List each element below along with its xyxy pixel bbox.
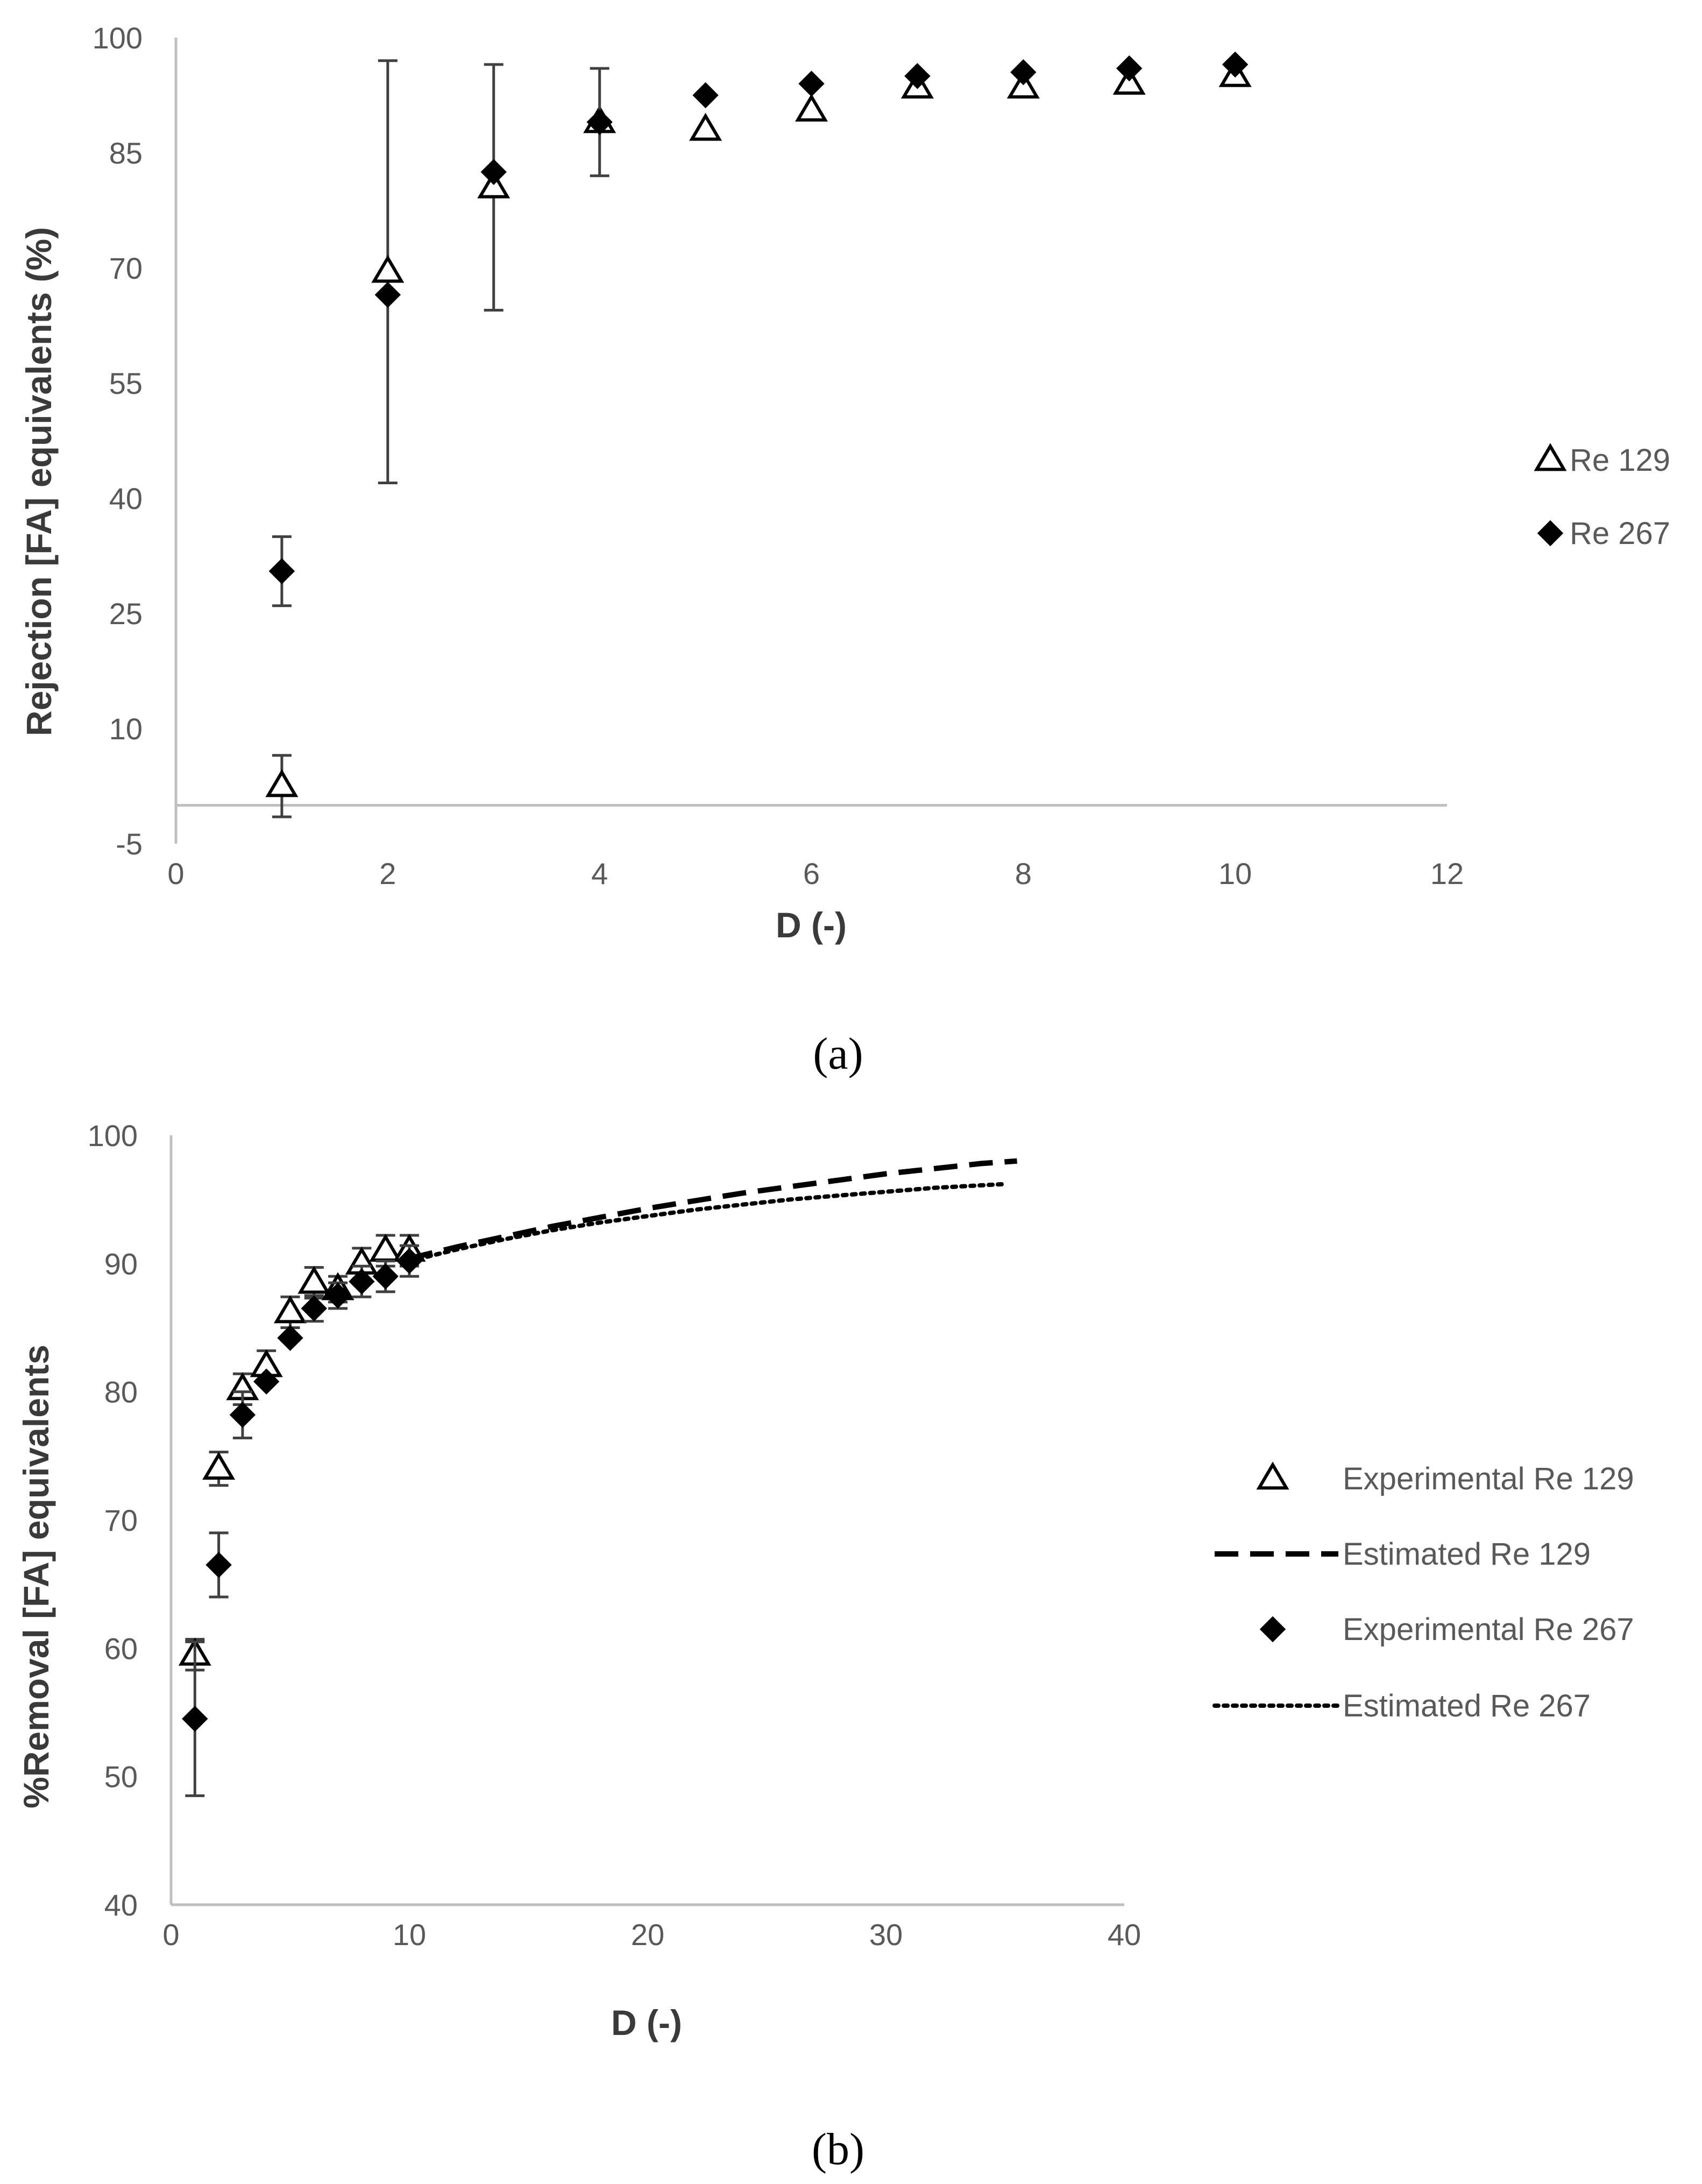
chart-a-point-0 bbox=[1006, 70, 1040, 99]
legend-b-symbol-0 bbox=[1256, 1461, 1289, 1490]
chart-a-xtick-label: 2 bbox=[379, 857, 396, 890]
chart-b-xtick-label: 40 bbox=[1108, 1918, 1141, 1952]
chart-b-point-2 bbox=[253, 1368, 280, 1395]
chart-b-ytick-label: 70 bbox=[104, 1503, 138, 1537]
chart-b-ytick-label: 100 bbox=[88, 1119, 138, 1153]
legend-b-label-0: Experimental Re 129 bbox=[1343, 1461, 1634, 1496]
chart-b-point-2 bbox=[277, 1325, 303, 1351]
chart-b-ytick-label: 80 bbox=[104, 1375, 138, 1409]
chart-b-ytick-label: 40 bbox=[104, 1888, 138, 1922]
chart-a-point-1 bbox=[692, 82, 719, 109]
chart-a-plot: -5 10 25 40 55 70 85 100 0 2 4 6 8 10 12 bbox=[93, 21, 1567, 890]
chart-b-ylabel: %Removal [FA] equivalents bbox=[16, 1345, 56, 1808]
chart-a-caption: (a) bbox=[813, 1029, 863, 1079]
chart-a-point-0 bbox=[371, 255, 405, 283]
chart-b-point-2 bbox=[372, 1263, 399, 1290]
chart-b-point-2 bbox=[229, 1402, 256, 1428]
legend-a-label-1: Re 267 bbox=[1570, 516, 1670, 551]
chart-a-point-0 bbox=[1112, 67, 1146, 95]
chart-a-xtick-label: 6 bbox=[803, 857, 820, 890]
chart-a-point-0 bbox=[477, 170, 510, 199]
chart-a-xtick-label: 12 bbox=[1430, 857, 1464, 890]
chart-a-ylabel: Rejection [FA] equivalents (%) bbox=[19, 227, 59, 736]
chart-a-point-0 bbox=[689, 112, 722, 141]
chart-a-xtick-label: 4 bbox=[591, 857, 608, 890]
chart-a-ytick-label: 55 bbox=[109, 366, 143, 400]
chart-b-xtick-label: 10 bbox=[393, 1918, 426, 1952]
chart-a-point-0 bbox=[795, 93, 828, 122]
chart-b-point-2 bbox=[182, 1706, 208, 1732]
chart-b-series-3-line bbox=[407, 1182, 1008, 1263]
chart-a-point-1 bbox=[1222, 51, 1249, 78]
chart-b-caption: (b) bbox=[812, 2124, 864, 2174]
chart-a-xlabel: D (-) bbox=[776, 905, 847, 945]
chart-b-point-0 bbox=[273, 1295, 307, 1324]
legend-a-label-0: Re 129 bbox=[1570, 443, 1670, 478]
chart-b-point-2 bbox=[301, 1295, 327, 1321]
chart-b-xtick-label: 20 bbox=[631, 1918, 664, 1952]
chart-a-point-1 bbox=[586, 109, 613, 136]
chart-a-point-1 bbox=[268, 558, 295, 584]
chart-b-point-2 bbox=[349, 1268, 375, 1295]
chart-b-point-0 bbox=[369, 1233, 402, 1262]
chart-a-ytick-label: 25 bbox=[109, 597, 143, 631]
chart-b-ytick-label: 60 bbox=[104, 1631, 138, 1665]
legend-a-symbol-0 bbox=[1534, 443, 1567, 471]
chart-b-xtick-label: 30 bbox=[869, 1918, 903, 1952]
chart-a-xtick-label: 0 bbox=[167, 857, 184, 890]
chart-b-point-0 bbox=[202, 1452, 236, 1480]
chart-a-ytick-label: 40 bbox=[109, 482, 143, 515]
chart-b-point-2 bbox=[324, 1282, 351, 1309]
chart-b-legend: Experimental Re 129 Estimated Re 129 Exp… bbox=[1343, 1461, 1634, 1723]
legend-a-symbol-1 bbox=[1537, 520, 1564, 547]
chart-a-ytick-label: -5 bbox=[116, 827, 143, 861]
chart-a-point-1 bbox=[904, 63, 931, 89]
chart-a-point-1 bbox=[1010, 59, 1037, 86]
chart-b-series-1-line bbox=[408, 1158, 1017, 1261]
chart-b-xtick-label: 0 bbox=[162, 1918, 179, 1952]
chart-b-xlabel: D (-) bbox=[611, 2003, 682, 2042]
legend-b-label-2: Experimental Re 267 bbox=[1343, 1612, 1634, 1647]
chart-a-legend: Re 129 Re 267 bbox=[1570, 443, 1670, 551]
chart-a-ytick-label: 100 bbox=[93, 21, 143, 55]
chart-b-ytick-label: 50 bbox=[104, 1760, 138, 1794]
legend-b-label-1: Estimated Re 129 bbox=[1343, 1537, 1591, 1572]
chart-a-ytick-label: 10 bbox=[109, 712, 143, 746]
chart-a-point-1 bbox=[480, 159, 507, 185]
chart-a-ytick-label: 70 bbox=[109, 251, 143, 285]
chart-b-point-2 bbox=[205, 1552, 232, 1578]
chart-a-point-0 bbox=[265, 769, 299, 797]
chart-b-point-0 bbox=[297, 1266, 331, 1294]
chart-a-point-1 bbox=[798, 70, 825, 97]
chart-a-point-1 bbox=[374, 281, 401, 308]
legend-b-label-3: Estimated Re 267 bbox=[1343, 1688, 1591, 1723]
legend-b-symbol-2 bbox=[1259, 1616, 1286, 1643]
chart-a-xtick-label: 10 bbox=[1218, 857, 1252, 890]
chart-a-point-1 bbox=[1116, 55, 1143, 82]
chart-a-xtick-label: 8 bbox=[1015, 857, 1032, 890]
chart-b-ytick-label: 90 bbox=[104, 1247, 138, 1281]
chart-a-ytick-label: 85 bbox=[109, 136, 143, 170]
chart-b-plot: 40 50 60 70 80 90 100 0 10 20 30 40 bbox=[88, 1119, 1341, 1952]
